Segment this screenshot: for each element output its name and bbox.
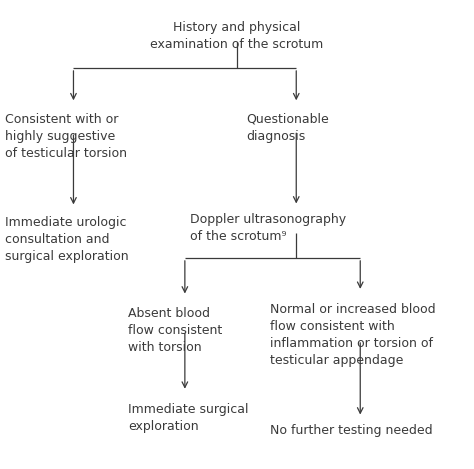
Text: No further testing needed: No further testing needed — [270, 424, 433, 438]
Text: History and physical
examination of the scrotum: History and physical examination of the … — [150, 21, 324, 51]
Text: Absent blood
flow consistent
with torsion: Absent blood flow consistent with torsio… — [128, 307, 222, 354]
Text: Questionable
diagnosis: Questionable diagnosis — [246, 113, 329, 143]
Text: Doppler ultrasonography
of the scrotum⁹: Doppler ultrasonography of the scrotum⁹ — [190, 213, 346, 243]
Text: Consistent with or
highly suggestive
of testicular torsion: Consistent with or highly suggestive of … — [5, 113, 127, 159]
Text: Immediate urologic
consultation and
surgical exploration: Immediate urologic consultation and surg… — [5, 216, 128, 263]
Text: Immediate surgical
exploration: Immediate surgical exploration — [128, 403, 248, 433]
Text: Normal or increased blood
flow consistent with
inflammation or torsion of
testic: Normal or increased blood flow consisten… — [270, 303, 436, 366]
